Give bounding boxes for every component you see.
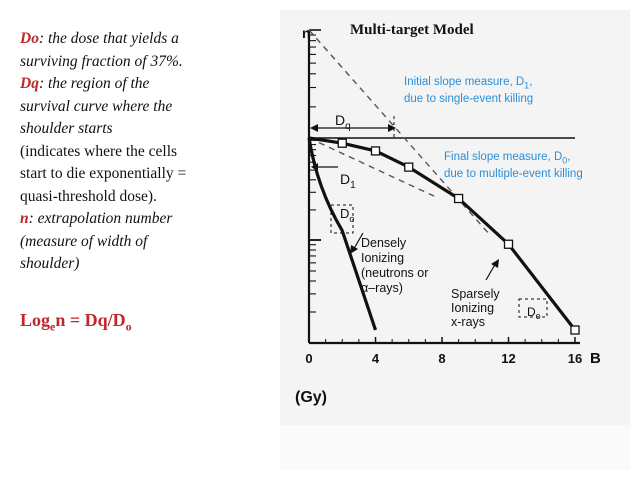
def-n-line-3: shoulder) bbox=[20, 255, 80, 272]
x-tick-label-4: 16 bbox=[568, 351, 582, 366]
def-do-line-2: surviving fraction of 37%. bbox=[20, 52, 183, 70]
formula-base: e bbox=[50, 319, 56, 334]
sparse-point-4 bbox=[453, 193, 464, 204]
figure-background bbox=[280, 10, 630, 425]
y-axis-label: n bbox=[302, 25, 311, 41]
chart-axes: 0 4 8 12 16 bbox=[305, 29, 582, 366]
def-dq-line-2: survival curve where the bbox=[20, 97, 173, 115]
def-n-text: : extrapolation number bbox=[28, 210, 173, 227]
def-dq-line-5: start to die exponentially = bbox=[20, 165, 187, 182]
term-n: n bbox=[20, 210, 29, 227]
dq-arrow-left-head bbox=[310, 124, 318, 132]
d1-label: D1 bbox=[340, 171, 356, 191]
sparse-label-pointer-head bbox=[491, 259, 499, 268]
sparse-label-line-0: Sparsely bbox=[451, 287, 500, 301]
final-slope-extrapolation bbox=[308, 29, 491, 236]
initial-slope-line-2: due to single-event killing bbox=[404, 93, 534, 106]
formula-expr: n = Dq/D bbox=[55, 310, 126, 330]
x-tick-label-2: 8 bbox=[438, 351, 445, 366]
def-dq-text: : the region of the bbox=[38, 75, 150, 92]
figure-background-lower bbox=[280, 425, 630, 470]
formula-log: Log bbox=[20, 310, 51, 330]
do-sparse-label: Do bbox=[527, 305, 541, 321]
def-dq-line-6: quasi-threshold dose). bbox=[20, 187, 157, 205]
term-do: Do bbox=[20, 30, 39, 47]
x-axis-ticks: 0 4 8 12 16 bbox=[305, 337, 582, 366]
y-axis-ticks bbox=[309, 29, 321, 344]
series-sparse-points bbox=[337, 138, 580, 335]
term-dq: Dq bbox=[20, 75, 39, 92]
final-slope-line-1: Final slope measure, D0, bbox=[444, 151, 571, 166]
dense-label-line-2: (neutrons or bbox=[361, 266, 428, 280]
def-n-line-2: (measure of width of bbox=[20, 232, 148, 250]
do-sparse-box bbox=[518, 298, 548, 318]
chart-title: Multi-target Model bbox=[350, 22, 474, 38]
sparse-label-line-1: Ionizing bbox=[451, 301, 494, 315]
formula-sub: o bbox=[125, 319, 132, 334]
do-dense-label: Do bbox=[340, 206, 354, 224]
sparse-point-6 bbox=[570, 325, 580, 335]
initial-slope-annotation: Initial slope measure, D1, due to single… bbox=[404, 75, 533, 106]
def-do-text: : the dose that yields a bbox=[38, 30, 179, 47]
x-axis-end-label: B bbox=[590, 350, 601, 367]
dense-label-line-1: Ionizing bbox=[361, 251, 404, 265]
sparse-point-2 bbox=[370, 146, 381, 156]
final-slope-line-2: due to multiple-event killing bbox=[444, 168, 583, 181]
series-dense-line bbox=[307, 137, 378, 331]
dq-arrow-right-head bbox=[388, 124, 396, 132]
x-tick-label-0: 0 bbox=[305, 351, 312, 366]
dense-label-line-3: α–rays) bbox=[361, 281, 403, 295]
x-axis-unit-label: (Gy) bbox=[295, 389, 327, 406]
x-tick-label-1: 4 bbox=[372, 351, 380, 366]
def-dq-line-1: Dq: the region of the bbox=[20, 73, 270, 96]
def-do-line-1: Do: the dose that yields a bbox=[20, 28, 270, 51]
def-dq-line-4: (indicates where the cells bbox=[20, 142, 178, 160]
dense-label-pointer-head bbox=[350, 245, 358, 254]
final-slope-annotation: Final slope measure, D0, due to multiple… bbox=[444, 150, 583, 181]
sparse-point-5 bbox=[503, 239, 514, 249]
initial-slope-line bbox=[308, 137, 437, 198]
x-tick-label-3: 12 bbox=[501, 351, 515, 366]
definitions-text: Do: the dose that yields a surviving fra… bbox=[20, 28, 270, 276]
def-n-line-1: n: extrapolation number bbox=[20, 208, 270, 231]
sparse-point-3 bbox=[404, 162, 414, 172]
sparse-point-1 bbox=[337, 138, 347, 148]
sparse-label-line-2: x-rays bbox=[451, 315, 485, 329]
dq-label: Dq bbox=[335, 112, 351, 132]
initial-slope-line-1: Initial slope measure, D1, bbox=[404, 76, 533, 91]
def-dq-line-3: shoulder starts bbox=[20, 120, 113, 137]
dense-label-line-0: Densely bbox=[361, 236, 407, 250]
formula: Logen = Dq/Do bbox=[20, 310, 132, 335]
